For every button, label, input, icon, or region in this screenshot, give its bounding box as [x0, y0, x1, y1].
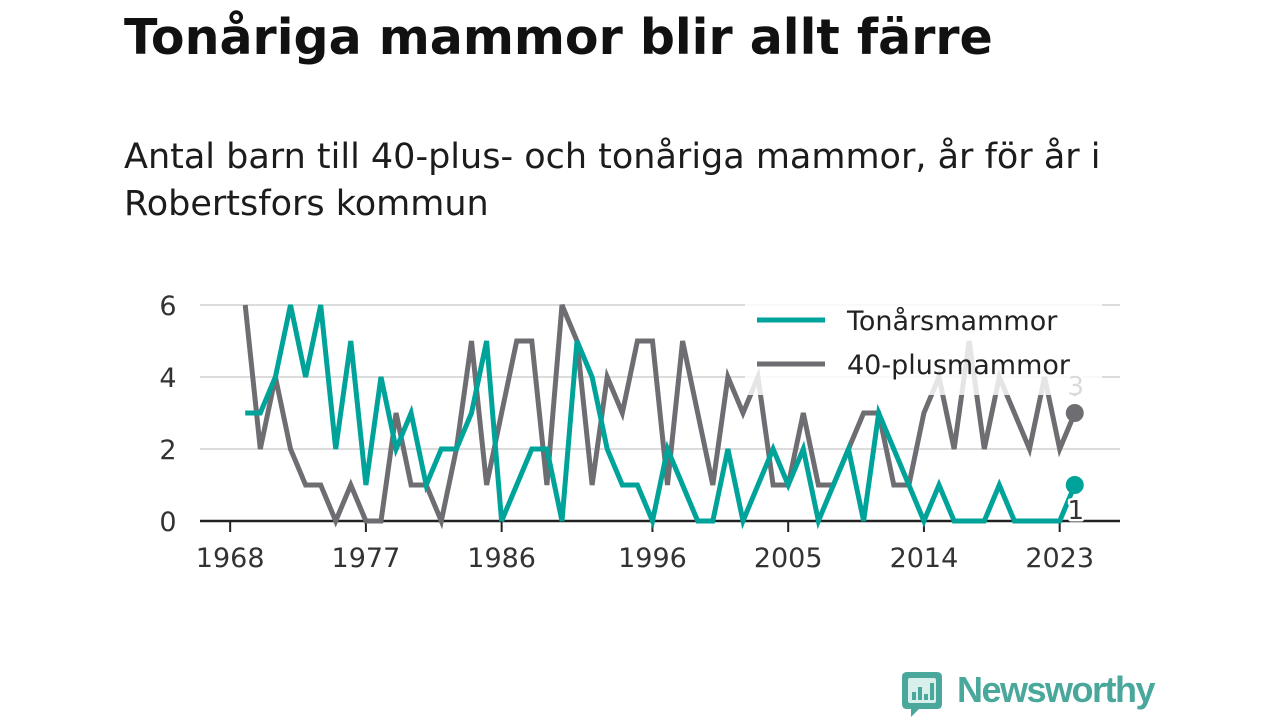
y-tick-label: 0: [159, 507, 176, 538]
x-tick-label: 2014: [890, 543, 959, 574]
tonarsmammor-end-point: [1065, 476, 1084, 494]
x-tick-label: 1996: [618, 543, 687, 574]
legend-item-tonarsmammor: Tonårsmammor: [757, 306, 1058, 337]
chart-title: Tonåriga mammor blir allt färre: [124, 9, 993, 66]
chart-subtitle: Antal barn till 40-plus- och tonåriga ma…: [124, 137, 1101, 224]
y-tick-label: 4: [159, 363, 176, 394]
tonarsmammor-end-label: 1: [1067, 496, 1084, 526]
x-tick-label: 2023: [1025, 543, 1094, 574]
legend-label-tonarsmammor: Tonårsmammor: [846, 306, 1058, 337]
y-tick-label: 2: [159, 435, 176, 466]
legend-item-40-plusmammor: 40-plusmammor: [757, 350, 1071, 381]
x-tick-label: 2005: [754, 543, 823, 574]
legend-label-40-plusmammor: 40-plusmammor: [847, 350, 1071, 381]
legend-background: [745, 297, 1102, 395]
40-plusmammor-end-point: [1065, 404, 1084, 422]
tonarsmammor-line: [245, 304, 1078, 530]
newsworthy-logo: Newsworthy: [901, 670, 1161, 720]
x-tick-label: 1968: [196, 543, 265, 574]
x-tick-label: 1977: [332, 543, 401, 574]
axes: 0 2 4 6 1968 1977 1986 1996 2005 2014 2023: [159, 291, 1120, 574]
y-tick-label: 6: [159, 291, 176, 322]
legend: Tonårsmammor 40-plusmammor: [745, 297, 1102, 395]
logo-text: Newsworthy: [957, 669, 1156, 710]
x-tick-label: 1986: [467, 543, 536, 574]
newsworthy-logo-icon: [902, 672, 942, 717]
